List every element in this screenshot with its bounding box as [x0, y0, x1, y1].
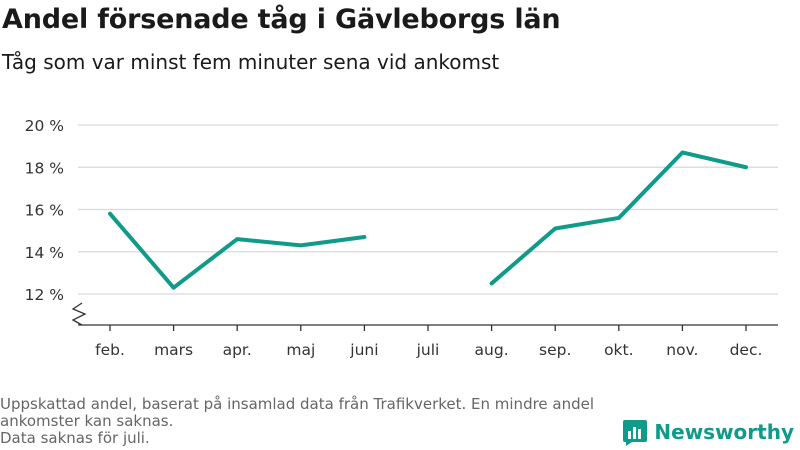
y-tick-label: 20 % [25, 117, 64, 135]
axis-break-icon [71, 302, 87, 326]
x-tick-label: juli [416, 341, 440, 359]
x-tick-label: juni [349, 341, 378, 359]
x-tick-label: maj [286, 341, 315, 359]
brand-name: Newsworthy [654, 420, 794, 444]
footnote: Uppskattad andel, baserat på insamlad da… [0, 396, 640, 447]
x-tick-label: nov. [666, 341, 698, 359]
footnote-source: Uppskattad andel, baserat på insamlad da… [0, 395, 595, 430]
x-tick-label: okt. [604, 341, 633, 359]
x-tick-label: mars [154, 341, 193, 359]
y-tick-label: 14 % [25, 244, 64, 262]
y-tick-labels: 12 % 14 % 16 % 18 % 20 % [25, 117, 64, 304]
x-tick-label: aug. [475, 341, 509, 359]
y-tick-label: 12 % [25, 286, 64, 304]
x-tick-labels: feb. mars apr. maj juni juli aug. sep. okt. nov. d… [95, 341, 762, 359]
y-tick-label: 16 % [25, 202, 64, 220]
newsworthy-logo-icon [623, 420, 648, 446]
series-lines [108, 150, 748, 290]
x-tick-label: feb. [95, 341, 125, 359]
x-axis [71, 302, 778, 331]
gridlines [78, 124, 778, 295]
series-line-segment [489, 150, 748, 286]
chart-subtitle: Tåg som var minst fem minuter sena vid a… [2, 50, 500, 74]
line-chart: 12 % 14 % 16 % 18 % 20 % feb. mars apr. maj juni… [25, 117, 778, 359]
x-tick-label: apr. [223, 341, 252, 359]
footnote-missing-data: Data saknas för juli. [0, 429, 150, 447]
x-tick-label: sep. [539, 341, 571, 359]
series-line-segment [108, 211, 367, 290]
brand-logo: Newsworthy [622, 418, 794, 446]
chart-title: Andel försenade tåg i Gävleborgs län [2, 4, 561, 35]
x-tick-label: dec. [730, 341, 763, 359]
y-tick-label: 18 % [25, 159, 64, 177]
